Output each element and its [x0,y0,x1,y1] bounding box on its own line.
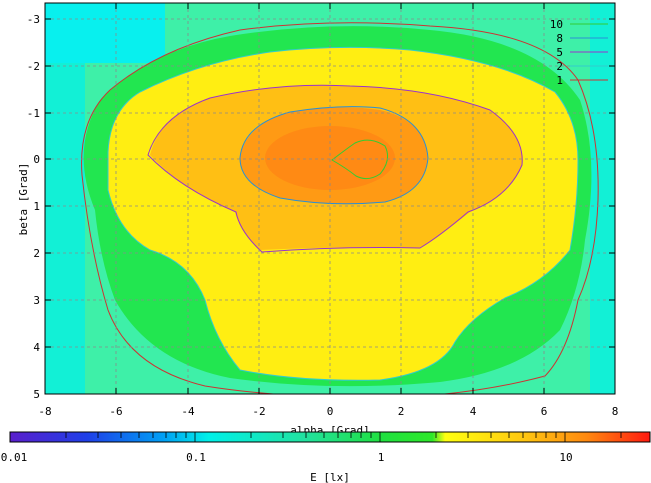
colorbar-minor-ticks [65,432,622,442]
heatmap-cyan-corner [45,3,165,63]
y-tick-label: -2 [27,60,40,73]
x-tick-label: 6 [541,405,548,418]
colorbar-tick-label: 0.01 [1,451,28,464]
y-tick-label: 2 [33,247,40,260]
legend-label: 8 [556,32,563,45]
x-tick-label: -6 [109,405,122,418]
legend-label: 1 [556,74,563,87]
y-tick-label: 5 [33,388,40,401]
contour-line-10 [331,139,389,180]
y-axis-label: beta [Grad] [17,163,30,236]
x-tick-label: -4 [181,405,195,418]
colorbar-tick-label: 1 [378,451,385,464]
x-tick-label: 4 [470,405,477,418]
colorbar-label: E [lx] [310,471,350,483]
colorbar: 0.01 0.1 1 10 E [lx] [1,431,651,483]
y-tick-label: 4 [33,341,40,354]
contour-line-5 [147,84,523,253]
colorbar-tick-label: 10 [559,451,572,464]
legend-label: 2 [556,60,563,73]
contour-line-2 [107,46,579,381]
colorbar-tick-label: 0.1 [186,451,206,464]
x-tick-label: -8 [38,405,51,418]
grid [45,3,615,394]
x-tick-label: 8 [612,405,619,418]
legend: 10 8 5 2 1 [550,18,608,87]
y-tick-label: -1 [27,107,40,120]
contour-line-8 [239,106,429,205]
legend-label: 5 [556,46,563,59]
heatmap-peak-region [265,126,395,190]
x-tick-label: 0 [327,405,334,418]
heatmap-cyan-edge-left [45,3,85,394]
y-axis: -3 -2 -1 0 1 2 3 4 5 beta [Grad] [17,13,615,401]
y-tick-label: 0 [33,153,40,166]
x-tick-label: 2 [398,405,405,418]
heatmap-cyan-edge-right [590,3,615,394]
contour-line-1 [81,22,599,394]
y-tick-label: 3 [33,294,40,307]
y-tick-label: 1 [33,200,40,213]
legend-label: 10 [550,18,563,31]
y-tick-label: -3 [27,13,40,26]
x-tick-label: -2 [252,405,265,418]
colorbar-gradient [9,431,651,443]
